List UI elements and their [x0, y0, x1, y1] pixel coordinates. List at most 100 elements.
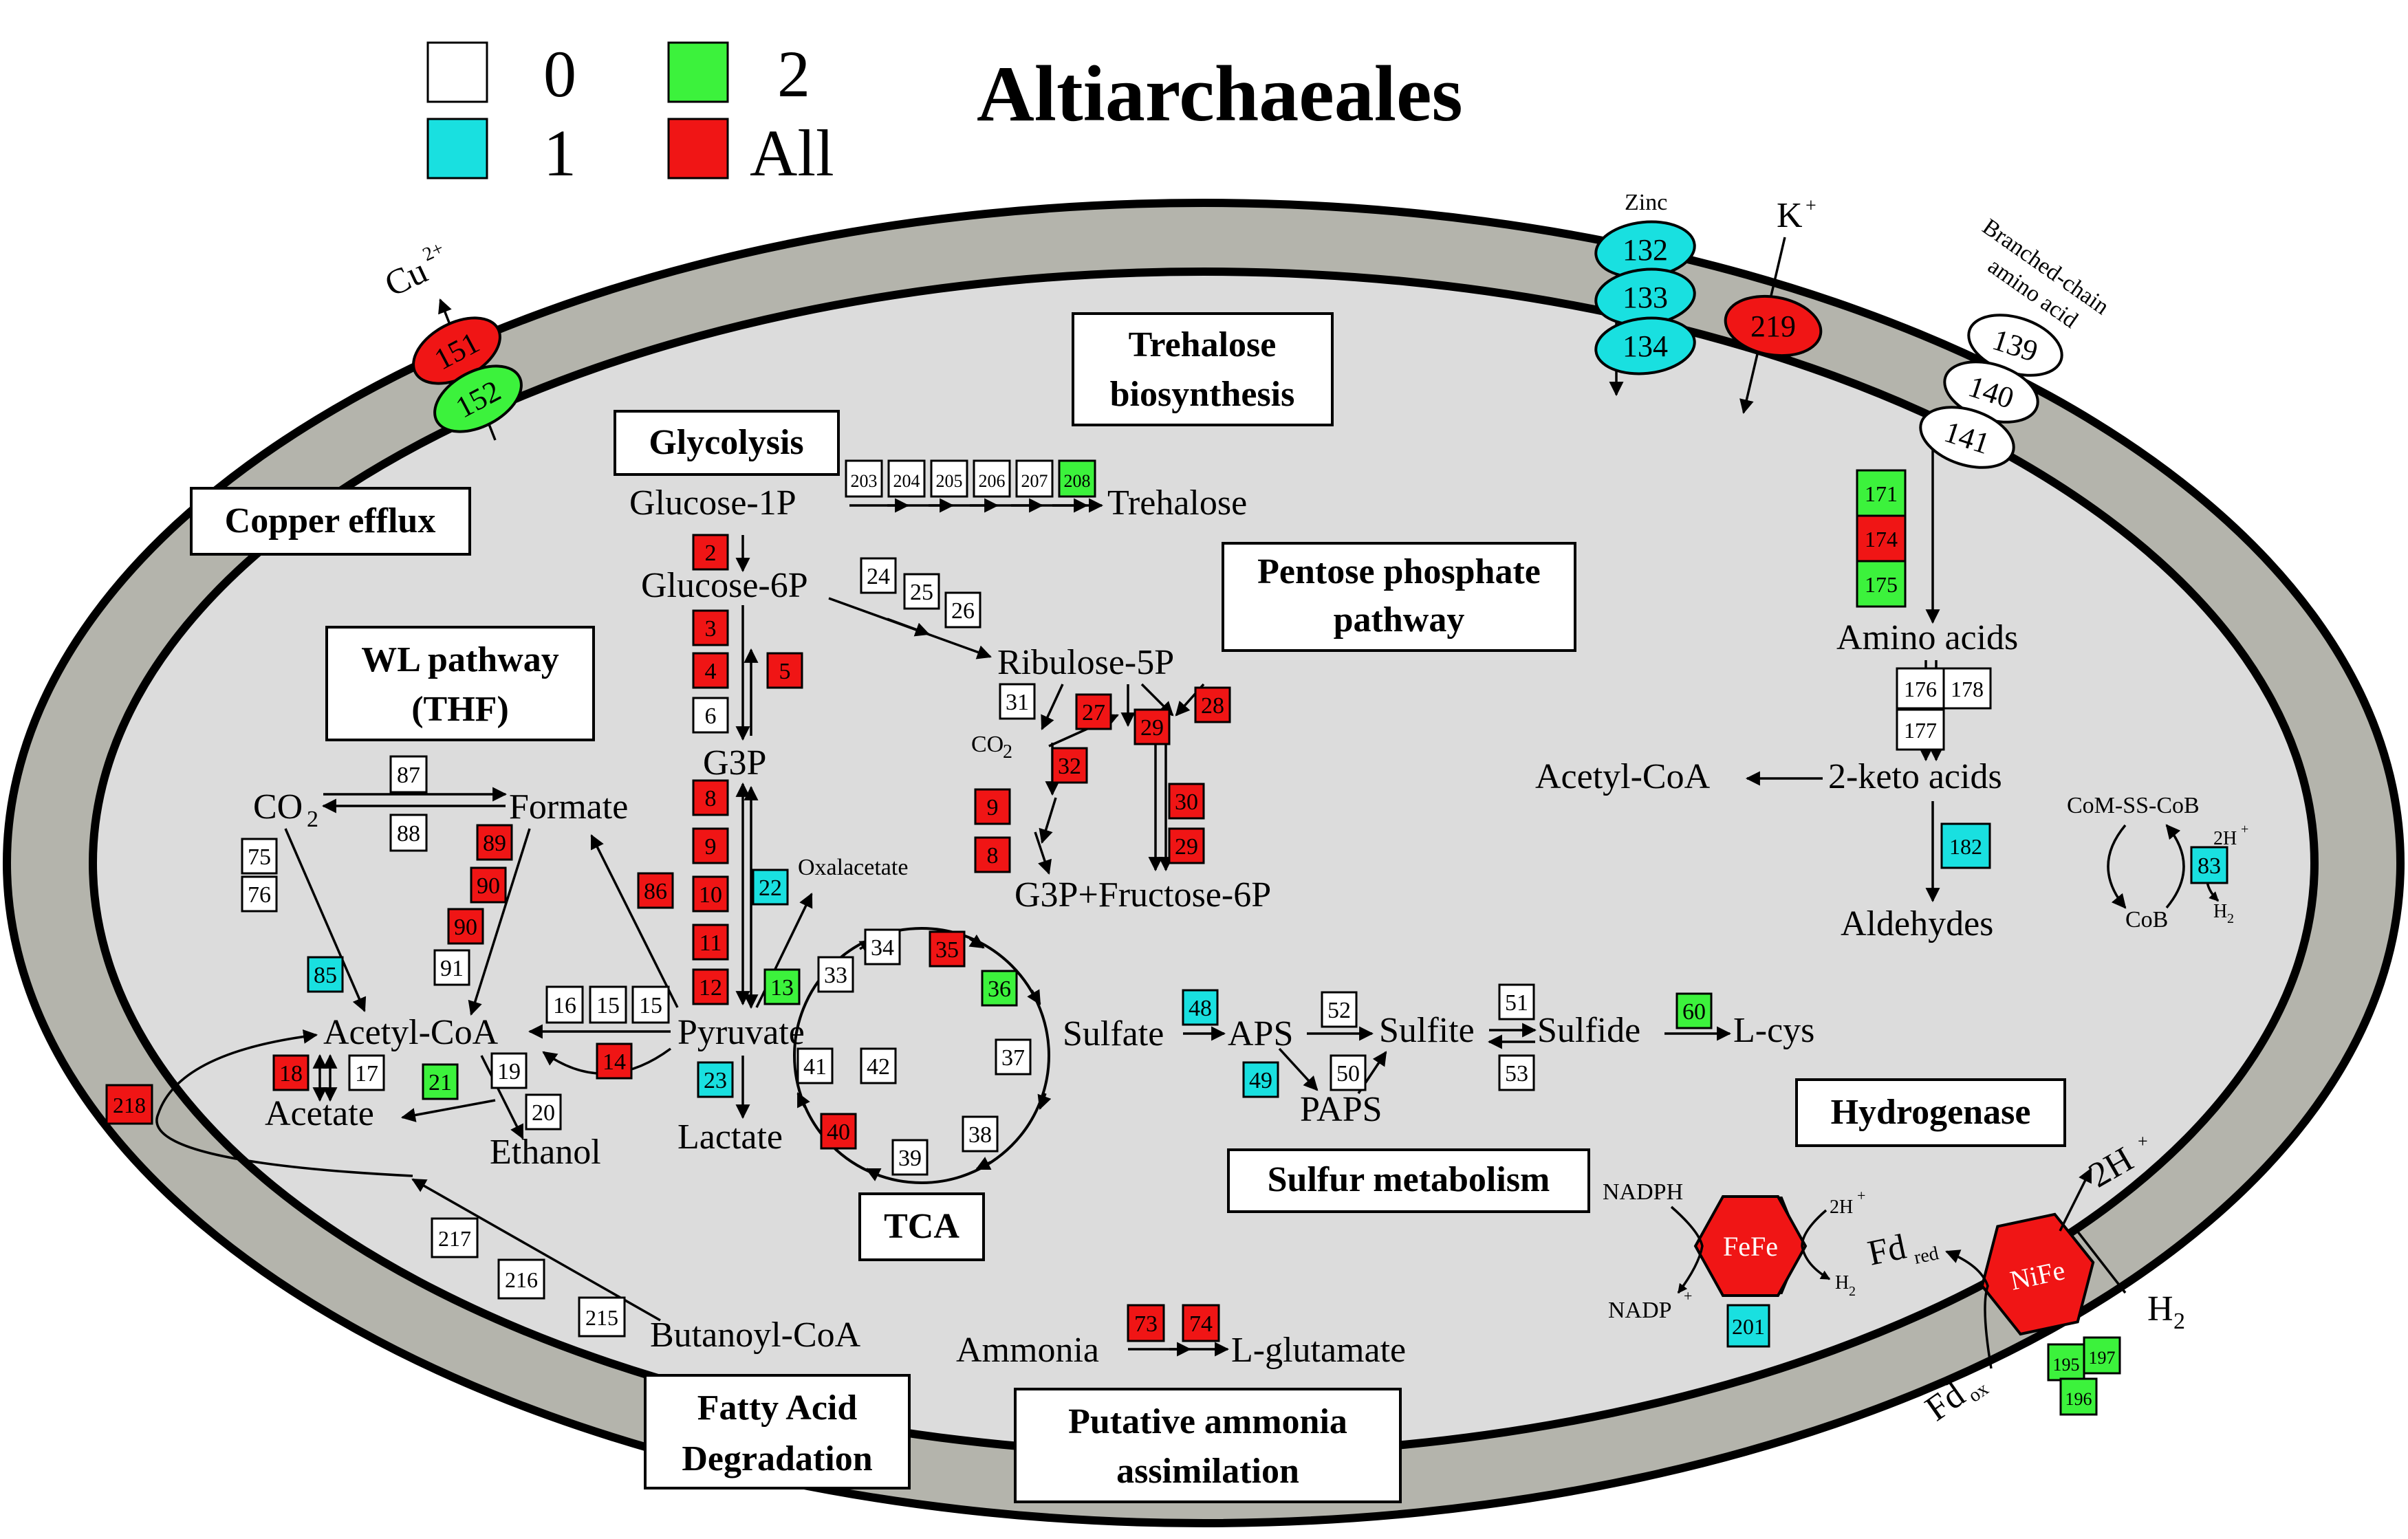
gene-number: 197 — [2089, 1348, 2116, 1368]
metabolite-aps: APS — [1228, 1014, 1293, 1054]
gene-number: 53 — [1505, 1061, 1528, 1087]
gene-box-218: 218 — [105, 1084, 153, 1125]
transporter-134: 134 — [1594, 316, 1696, 375]
gene-box-30: 30 — [1168, 783, 1205, 820]
metabolite-amino-acids: Amino acids — [1836, 618, 2018, 657]
transporter-152: 152 — [433, 364, 523, 433]
legend-label-0: 0 — [543, 37, 576, 111]
gene-number: 174 — [1865, 527, 1898, 552]
gene-box-41: 41 — [796, 1047, 834, 1084]
svg-text:assimilation: assimilation — [1116, 1452, 1299, 1491]
gene-number: 85 — [314, 963, 337, 988]
ion-k: K + — [1777, 195, 1816, 235]
svg-text:Hydrogenase: Hydrogenase — [1831, 1093, 2031, 1132]
gene-box-29: 29 — [1134, 708, 1171, 745]
gene-box-36: 36 — [981, 970, 1018, 1007]
metabolite-glucose-1p: Glucose-1P — [629, 483, 796, 523]
gene-number: 13 — [770, 975, 794, 1001]
svg-text:132: 132 — [1623, 233, 1668, 267]
gene-box-24: 24 — [860, 557, 897, 594]
svg-text:Trehalose: Trehalose — [1129, 325, 1277, 364]
svg-text:WL pathway: WL pathway — [361, 640, 559, 679]
gene-box-17: 17 — [348, 1054, 385, 1091]
gene-number: 36 — [988, 976, 1011, 1002]
label-2h-cob: 2H + — [2213, 822, 2248, 849]
gene-box-60: 60 — [1675, 992, 1713, 1029]
metabolite-cob: CoB — [2125, 907, 2168, 932]
gene-box-4: 4 — [692, 652, 729, 689]
metabolite-acetyl-coa: Acetyl-CoA — [323, 1013, 499, 1052]
gene-box-215: 215 — [578, 1296, 626, 1338]
gene-box-42: 42 — [860, 1047, 897, 1084]
gene-box-13: 13 — [763, 968, 801, 1005]
metabolite-g3p-fructose-6p: G3P+Fructose-6P — [1015, 875, 1271, 915]
metabolite-glucose-6p: Glucose-6P — [641, 566, 808, 605]
svg-text:Degradation: Degradation — [682, 1439, 872, 1478]
transporter-151: 151 — [412, 316, 501, 385]
gene-box-2: 2 — [692, 534, 729, 571]
pathway-title-trehalose: Trehalose biosynthesis — [1072, 312, 1334, 426]
metabolite-sulfide: Sulfide — [1537, 1011, 1640, 1050]
gene-box-177: 177 — [1896, 708, 1945, 751]
metabolite-sulfite: Sulfite — [1379, 1011, 1475, 1050]
svg-text:Fd: Fd — [1865, 1227, 1910, 1274]
gene-box-38: 38 — [962, 1115, 999, 1153]
legend-swatch-all — [667, 118, 729, 179]
gene-number: 5 — [779, 659, 791, 684]
gene-number: 89 — [483, 831, 506, 856]
gene-number: 31 — [1006, 690, 1029, 715]
gene-number: 215 — [585, 1305, 618, 1330]
transporter-219: 219 — [1724, 294, 1823, 358]
gene-number: 205 — [936, 471, 963, 491]
gene-box-208: 208 — [1058, 459, 1096, 498]
gene-box-32: 32 — [1051, 747, 1088, 784]
gene-box-26: 26 — [944, 591, 981, 629]
label-h2-out: H 2 — [2147, 1289, 2185, 1334]
gene-box-50: 50 — [1330, 1054, 1367, 1091]
gene-number: 90 — [477, 873, 500, 899]
svg-text:+: + — [1805, 195, 1816, 217]
gene-number: 60 — [1682, 999, 1706, 1025]
gene-box-49: 49 — [1242, 1061, 1279, 1098]
svg-text:pathway: pathway — [1334, 600, 1465, 640]
metabolite-acetyl-coa-2: Acetyl-CoA — [1535, 757, 1711, 796]
gene-number: 51 — [1505, 990, 1528, 1016]
gene-number: 23 — [704, 1068, 727, 1093]
gene-box-88: 88 — [389, 814, 428, 852]
svg-text:Fatty Acid: Fatty Acid — [697, 1388, 858, 1428]
metabolite-ribulose-5p: Ribulose-5P — [997, 643, 1174, 682]
gene-number: 73 — [1134, 1311, 1158, 1337]
metabolite-nadph: NADPH — [1603, 1179, 1683, 1205]
svg-text:2: 2 — [1849, 1284, 1856, 1299]
metabolite-formate: Formate — [509, 787, 628, 827]
gene-box-205: 205 — [930, 459, 968, 498]
gene-number: 48 — [1189, 996, 1212, 1021]
gene-number: 178 — [1951, 677, 1984, 701]
gene-box-91: 91 — [433, 949, 470, 986]
gene-number: 207 — [1021, 471, 1048, 491]
svg-text:TCA: TCA — [884, 1207, 959, 1246]
gene-box-19: 19 — [490, 1052, 528, 1089]
metabolite-sulfate: Sulfate — [1063, 1014, 1164, 1054]
pathway-title-glycolysis: Glycolysis — [614, 410, 840, 476]
gene-number: 177 — [1904, 718, 1937, 743]
gene-box-195: 195 — [2047, 1343, 2085, 1382]
gene-number: 216 — [505, 1267, 538, 1292]
gene-box-40: 40 — [820, 1113, 857, 1150]
gene-number: 6 — [705, 703, 717, 729]
legend-swatch-0 — [426, 41, 488, 103]
gene-number: 4 — [705, 659, 717, 684]
gene-box-37: 37 — [995, 1038, 1032, 1076]
svg-text:2H: 2H — [1830, 1197, 1853, 1218]
metabolite-co2: CO 2 — [253, 787, 318, 832]
gene-box-31: 31 — [999, 683, 1036, 720]
gene-number: 208 — [1064, 471, 1091, 491]
gene-box-29: 29 — [1168, 827, 1205, 864]
gene-box-201: 201 — [1726, 1304, 1770, 1348]
gene-number: 15 — [639, 993, 662, 1018]
gene-number: 39 — [898, 1146, 922, 1171]
metabolite-ammonia: Ammonia — [956, 1331, 1099, 1370]
gene-number: 90 — [454, 915, 477, 940]
